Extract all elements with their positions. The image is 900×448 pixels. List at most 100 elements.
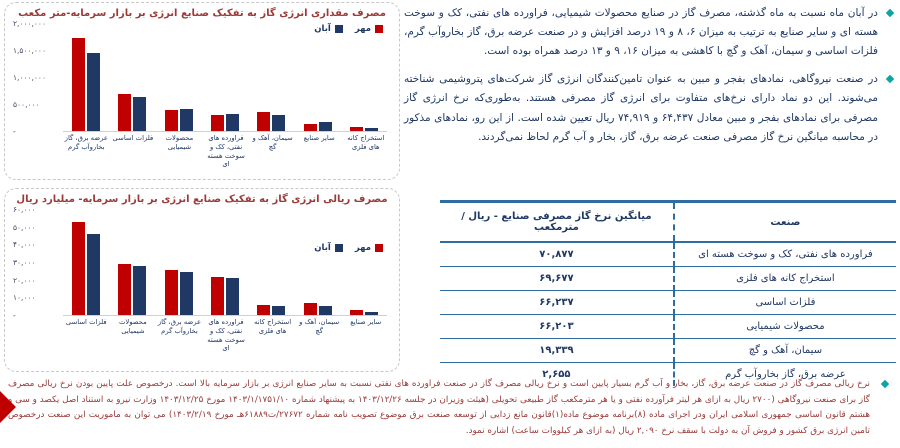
y-axis-tick-label: - bbox=[13, 311, 16, 320]
bar-آبان bbox=[225, 114, 239, 131]
chart-legend: مهر آبان bbox=[314, 24, 383, 34]
chart-plot-area: ۶۰,۰۰۰ ۵۰,۰۰۰ ۴۰,۰۰۰ ۳۰,۰۰۰ ۲۰,۰۰۰ ۱۰,۰۰۰ - bbox=[11, 205, 391, 320]
bar-آبان bbox=[272, 306, 286, 315]
legend-label: آبان bbox=[314, 24, 331, 34]
legend-swatch-icon bbox=[334, 244, 343, 252]
y-axis-tick-label: ۱,۵۰۰,۰۰۰ bbox=[13, 46, 46, 55]
bar-مهر bbox=[118, 264, 132, 315]
paragraph-text: در صنعت نیروگاهی، نمادهای بفجر و مبین به… bbox=[404, 73, 879, 143]
footnote-paragraph: نرخ ریالی مصرف گاز در صنعت عرضه برق، گاز… bbox=[8, 377, 894, 440]
legend-item: آبان bbox=[314, 243, 343, 253]
rate-cell: ۶۶,۲۰۳ bbox=[440, 314, 674, 339]
table-row: فراورده های نفتی، کک و سوخت هسته ای ۷۰,۸۷… bbox=[440, 242, 896, 267]
diamond-bullet-icon bbox=[880, 379, 890, 389]
chart-bars bbox=[63, 210, 387, 316]
x-axis-category-label: استخراج کانه های فلزی bbox=[254, 318, 292, 335]
x-axis-category-label: سیمان، آهک و گچ bbox=[252, 134, 293, 151]
bar-مهر bbox=[164, 110, 178, 131]
legend-item: آبان bbox=[314, 24, 343, 34]
bar-مهر bbox=[210, 277, 224, 315]
bar-مهر bbox=[118, 94, 132, 131]
bar-مهر bbox=[257, 305, 271, 315]
bar-آبان bbox=[179, 109, 193, 131]
chart-x-axis-labels: عرضه برق، گاز بخاروآب گرم فلزات اساسی محصو… bbox=[63, 133, 389, 169]
industry-cell: سیمان، آهک و گچ bbox=[672, 338, 896, 363]
bar-آبان bbox=[225, 278, 239, 315]
industry-cell: استخراج کانه های فلزی bbox=[672, 266, 896, 291]
y-axis-tick-label: ۱۰,۰۰۰ bbox=[13, 293, 36, 303]
analysis-text-column: در آبان ماه نسبت به ماه گذشته، مصرف گاز … bbox=[404, 4, 896, 386]
y-axis-tick-label: ۱,۰۰۰,۰۰۰ bbox=[13, 73, 46, 82]
table-row: سیمان، آهک و گچ ۱۹,۳۳۹ bbox=[440, 338, 896, 363]
bar-آبان bbox=[133, 266, 147, 315]
bar-مهر bbox=[349, 310, 363, 315]
x-axis-category-label: محصولات شیمیایی bbox=[119, 318, 147, 335]
industry-cell: عرضه برق، گاز بخاروآب گرم bbox=[672, 362, 896, 386]
bar-مهر bbox=[72, 38, 86, 131]
y-axis-tick-label: ۵۰۰,۰۰۰ bbox=[13, 100, 40, 109]
y-axis-tick-label: - bbox=[13, 127, 16, 136]
chart-legend: مهر آبان bbox=[314, 243, 383, 253]
gas-rate-table: صنعت میانگین نرخ گاز مصرفی صنایع - ریال … bbox=[440, 200, 896, 386]
bar-آبان bbox=[87, 53, 101, 131]
bar-group bbox=[202, 114, 248, 131]
x-axis-category-label: سایر صنایع bbox=[350, 318, 382, 326]
bar-group bbox=[294, 303, 340, 315]
bar-آبان bbox=[318, 306, 332, 315]
chart-plot-area: ۲,۰۰۰,۰۰۰ ۱,۵۰۰,۰۰۰ ۱,۰۰۰,۰۰۰ ۵۰۰,۰۰۰ - bbox=[11, 19, 391, 136]
bar-group bbox=[248, 112, 294, 131]
x-axis-category-label: سایر صنایع bbox=[303, 134, 335, 142]
bar-group bbox=[109, 94, 155, 131]
chart-title: مصرف ریالی انرژی گاز به تفکیک صنایع انرژ… bbox=[16, 194, 388, 205]
bar-مهر bbox=[303, 124, 317, 131]
x-axis-category-label: فلزات اساسی bbox=[112, 134, 154, 142]
x-axis-category-label: عرضه برق، گاز بخاروآب گرم bbox=[157, 318, 202, 335]
legend-item: مهر bbox=[355, 24, 383, 34]
diamond-bullet-icon bbox=[885, 8, 895, 18]
bar-آبان bbox=[364, 128, 378, 131]
rate-cell: ۷۰,۸۷۷ bbox=[440, 242, 674, 267]
rate-cell: ۲,۶۵۵ bbox=[542, 369, 571, 380]
chart-gas-rial-by-industry: مصرف ریالی انرژی گاز به تفکیک صنایع انرژ… bbox=[4, 188, 400, 372]
bar-مهر bbox=[257, 112, 271, 131]
bar-آبان bbox=[179, 272, 193, 315]
legend-label: مهر bbox=[354, 24, 371, 34]
y-axis-tick-label: ۴۰,۰۰۰ bbox=[13, 240, 36, 250]
bar-مهر bbox=[349, 127, 363, 131]
legend-swatch-icon bbox=[334, 25, 343, 33]
legend-label: مهر bbox=[354, 243, 371, 253]
column-header-average-rate: میانگین نرخ گاز مصرفی صنایع - ریال / متر… bbox=[440, 200, 674, 243]
y-axis-tick-label: ۶۰,۰۰۰ bbox=[13, 205, 36, 214]
table-row: عرضه برق، گاز بخاروآب گرم ۲,۶۵۵ bbox=[440, 362, 896, 386]
bar-آبان bbox=[87, 234, 101, 315]
paragraph-list: در آبان ماه نسبت به ماه گذشته، مصرف گاز … bbox=[404, 4, 896, 147]
bar-group bbox=[109, 264, 155, 315]
bullet-paragraph-2: در صنعت نیروگاهی، نمادهای بفجر و مبین به… bbox=[404, 70, 896, 146]
rate-cell: ۶۹,۶۷۷ bbox=[440, 266, 674, 291]
y-axis-tick-label: ۳۰,۰۰۰ bbox=[13, 258, 36, 267]
legend-label: آبان bbox=[314, 243, 331, 253]
bar-مهر bbox=[72, 222, 86, 315]
bar-مهر bbox=[164, 270, 178, 315]
x-axis-category-label: فراورده های نفتی، کک و سوخت هسته ای bbox=[207, 134, 245, 169]
bar-group bbox=[294, 122, 340, 131]
legend-item: مهر bbox=[355, 243, 383, 253]
paragraph-text: در آبان ماه نسبت به ماه گذشته، مصرف گاز … bbox=[404, 7, 879, 58]
bar-مهر bbox=[210, 115, 224, 131]
bar-group bbox=[341, 310, 387, 315]
legend-swatch-icon bbox=[375, 25, 383, 33]
bar-آبان bbox=[133, 97, 147, 131]
bar-group bbox=[248, 305, 294, 315]
bar-مهر bbox=[303, 303, 317, 315]
table-header-row: صنعت میانگین نرخ گاز مصرفی صنایع - ریال … bbox=[440, 200, 896, 243]
table-row: استخراج کانه های فلزی ۶۹,۶۷۷ bbox=[440, 266, 896, 291]
rate-cell: ۶۶,۲۳۷ bbox=[440, 290, 674, 315]
charts-column: مصرف مقداری انرژی گاز به تفکیک صنایع انر… bbox=[4, 2, 400, 372]
chart-bars bbox=[63, 24, 387, 132]
chart-x-axis-labels: فلزات اساسی محصولات شیمیایی عرضه برق، گاز … bbox=[63, 317, 389, 353]
legend-swatch-icon bbox=[375, 244, 383, 252]
rate-cell: ۱۹,۳۳۹ bbox=[440, 338, 674, 363]
column-header-industry: صنعت bbox=[672, 200, 896, 243]
diamond-bullet-icon bbox=[885, 75, 895, 84]
